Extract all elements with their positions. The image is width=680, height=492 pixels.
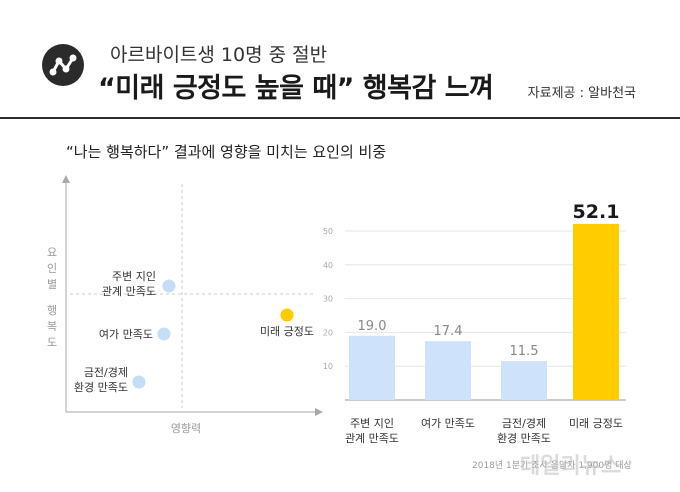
scatter-point [157,327,171,341]
scatter-point-label: 주변 지인 [112,270,156,283]
footnote: 2018년 1분기 조사 응답자 1,900명 대상 [472,461,632,471]
header-divider [0,117,680,119]
bar-value-label: 11.5 [510,344,539,359]
chart-title: “나는 행복하다” 결과에 영향을 미치는 요인의 비중 [66,143,387,161]
bar-ytick-label: 20 [323,328,333,337]
bar-value-label: 52.1 [573,201,620,223]
bar [501,361,547,400]
scatter-point-label: 관계 만족도 [102,285,156,298]
bar [425,341,471,400]
bar-category-label: 환경 만족도 [497,432,551,445]
scatter-point [132,375,146,389]
bar-ytick-label: 50 [323,227,333,236]
header: 아르바이트생 10명 중 절반 “미래 긍정도 높을 때” 행복감 느껴 자료제… [0,0,680,120]
scatter-ylabel-char: 도 [47,336,57,349]
scatter-point-label: 미래 긍정도 [260,325,314,338]
scatter-ylabel-char: 인 [47,262,57,275]
scatter-ylabel-char: 요 [47,246,57,259]
bar-value-label: 17.4 [434,324,463,339]
scatter-y-axis-arrow [62,175,70,183]
scatter-point-label: 여가 만족도 [99,328,153,341]
bar-ytick-label: 30 [323,295,333,304]
scatter-x-axis-arrow [315,408,323,416]
bar [573,223,619,400]
scatter-point-label: 금전/경제 [84,366,128,379]
scatter-point-group: 미래 긍정도 [260,308,314,338]
bar-category-label: 금전/경제 [502,417,546,430]
bar-category-label: 주변 지인 [350,417,394,430]
bar-category-label: 관계 만족도 [345,432,399,445]
scatter-point [280,308,294,322]
network-nodes-icon [42,44,84,86]
bar-ytick-label: 10 [323,362,333,371]
page-title: “미래 긍정도 높을 때” 행복감 느껴 [98,73,494,104]
scatter-ylabel-char: 행 [47,304,57,317]
scatter-point-label: 환경 만족도 [74,381,128,394]
bar [349,335,395,400]
scatter-point [162,279,176,293]
bar-category-label: 여가 만족도 [421,417,475,430]
watermark: 데일리뉴스 [520,454,622,479]
page-subtitle: 아르바이트생 10명 중 절반 [110,44,328,66]
bar-category-label: 미래 긍정도 [569,417,623,430]
source-credit: 자료제공 : 알바천국 [527,86,636,101]
scatter-ylabel-char: 복 [47,320,57,333]
scatter-xlabel: 영향력 [171,422,201,435]
scatter-point-group: 여가 만족도 [99,327,171,341]
bar-ytick-label: 40 [323,261,333,270]
scatter-ylabel-char: 별 [47,278,57,291]
bar-value-label: 19.0 [358,319,387,334]
